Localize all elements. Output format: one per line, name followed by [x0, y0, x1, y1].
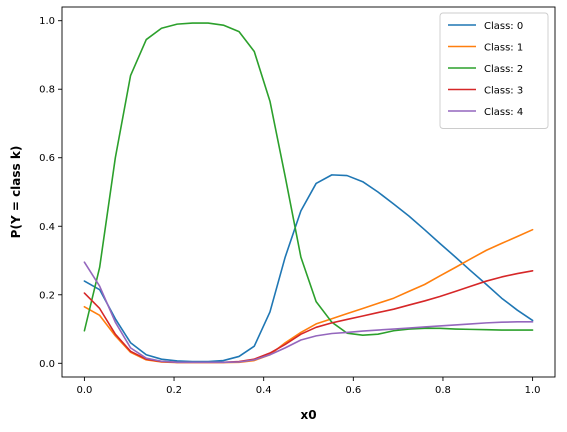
legend-label-class-1: Class: 1 [484, 43, 523, 54]
x-tick-label: 0.2 [166, 385, 182, 396]
x-tick-label: 0.8 [435, 385, 451, 396]
legend-label-class-4: Class: 4 [484, 107, 523, 118]
y-tick-label: 0.6 [39, 153, 55, 164]
series-line-class-2 [83, 22, 534, 337]
x-tick-label: 0.4 [256, 385, 272, 396]
y-tick-label: 0.8 [39, 85, 55, 96]
x-tick-label: 1.0 [525, 385, 541, 396]
plot-frame [61, 6, 556, 378]
series-line-class-4 [83, 261, 534, 364]
x-axis-title: x0 [300, 408, 316, 422]
series-line-class-0 [83, 174, 534, 363]
y-tick-label: 0.4 [39, 222, 55, 233]
legend-box [439, 12, 549, 129]
legend-label-class-0: Class: 0 [484, 21, 523, 32]
x-tick-label: 0.6 [345, 385, 361, 396]
axes-layer: 0.0 0.2 0.4 0.6 0.8 1.0 0.0 0.2 0.4 0.6 0.8 1.0 [39, 6, 556, 396]
legend-label-class-2: Class: 2 [484, 64, 523, 75]
series-layer [83, 22, 534, 364]
y-tick-label: 0.2 [39, 290, 55, 301]
legend: Class: 0 Class: 1 Class: 2 Class: 3 Class: 4 [439, 12, 549, 129]
y-tick-label: 1.0 [39, 16, 55, 27]
legend-label-class-3: Class: 3 [484, 86, 523, 97]
x-tick-label: 0.0 [76, 385, 92, 396]
y-axis-title: P(Y = class k) [9, 146, 23, 239]
y-tick-label: 0.0 [39, 359, 55, 370]
